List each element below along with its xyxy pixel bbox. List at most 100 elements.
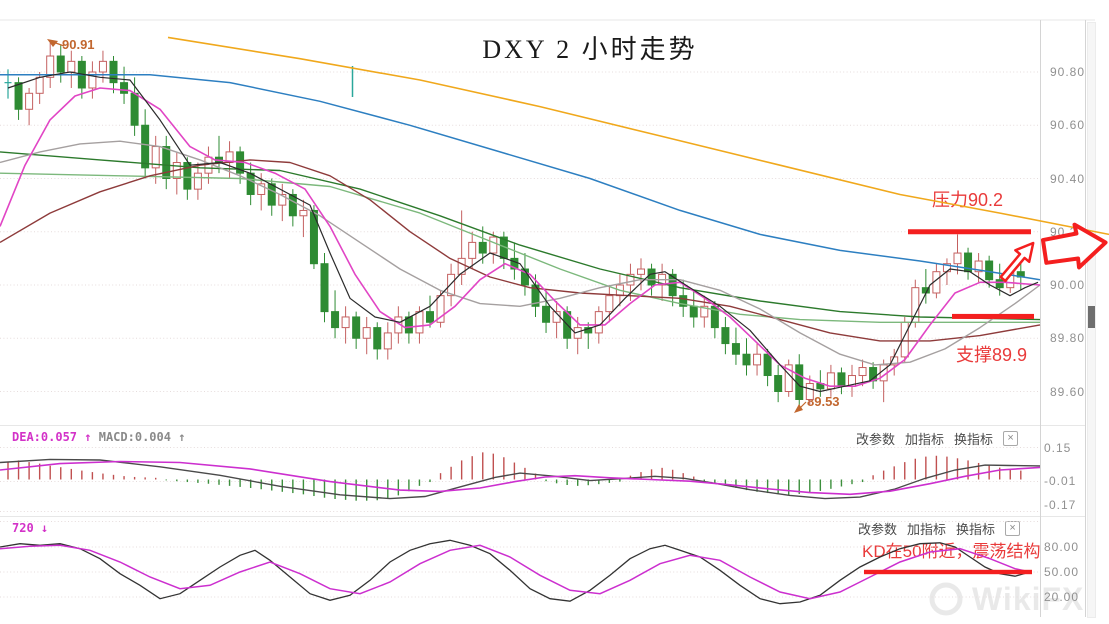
candle-bull [974,260,983,273]
candle-bull [615,284,624,297]
ma-blue [0,73,1041,281]
macd-switch-indicator-button[interactable]: 换指标 [954,432,994,447]
candle-bull [25,92,34,110]
macd-change-params-button[interactable]: 改参数 [856,432,896,447]
candle-bear [183,162,192,190]
candle-bear [668,273,677,297]
candle-bull [890,356,899,366]
candle-bear [236,151,245,174]
candle-bull [394,316,403,334]
axis-label: 90.60 [1050,118,1086,133]
scrollbar-thumb[interactable] [1088,306,1095,328]
candle-bull [953,252,962,265]
candle-bear [520,268,529,286]
candle-bear [109,60,118,84]
candle-bear [288,193,297,217]
low-arrow-icon [794,404,803,413]
dea-up-arrow-icon: ↑ [84,430,92,444]
candle-bear [837,372,846,387]
candle-bear [320,263,329,313]
kd-close-button[interactable]: × [1005,521,1021,536]
candle-bull [151,146,160,169]
candle-bull [362,327,371,339]
kd-legend: 720 ↓ [12,521,48,535]
candle-bull [626,273,635,286]
candle-bull [942,263,951,273]
ma-dark-green [0,151,1041,321]
support-annotation: 支撑89.9 [956,345,1028,365]
axis-label: 80.00 [1044,540,1080,554]
macd-histogram [7,452,1022,501]
axis-label: 89.80 [1050,331,1086,346]
macd-line [0,458,1041,500]
up-right-arrow-icon [999,241,1035,283]
candle-bear [742,353,751,366]
candle-bull [257,183,266,195]
candle-bull [299,209,308,217]
kd-add-indicator-button[interactable]: 加指标 [907,522,947,537]
candle-bull [932,271,941,294]
macd-value-label: MACD:0.004 [98,430,171,444]
candle-bear [404,316,413,334]
axis-label: 0.15 [1044,441,1072,455]
candle-bear [921,287,930,294]
kd-down-arrow-icon: ↓ [40,521,49,535]
candle-bear [426,311,434,323]
candle-bull [457,257,466,275]
candle-bull [573,327,582,339]
dea-line [0,460,1041,496]
candle-bull [67,60,76,73]
scrollbar-track[interactable] [1087,22,1096,618]
candle-bear [542,305,551,323]
candle-bull [278,193,287,206]
candle-bull [848,375,856,387]
candle-bull [594,311,603,334]
kd-switch-indicator-button[interactable]: 换指标 [956,522,996,537]
candle-bull [468,241,477,259]
candle-bull [784,364,793,392]
candle-bear [331,311,340,329]
candle-bear [689,305,698,318]
kd-change-params-button[interactable]: 改参数 [858,522,898,537]
candle-bull [753,353,762,366]
candle-bear [56,55,65,73]
axis-label: 89.60 [1050,384,1086,399]
candle-bear [710,305,719,329]
ma-maroon [0,159,1041,342]
candle-bear [352,316,361,339]
candle-bear [869,367,878,382]
candle-bull [172,162,181,179]
candle-bull [1006,271,1015,289]
ma-black [7,71,1039,393]
axis-label: -0.17 [1044,498,1077,512]
candle-bull [900,321,909,358]
candle-bull [341,316,350,329]
candle-bull [879,364,888,382]
axis-label: 90.40 [1050,171,1086,186]
macd-toolbar: 改参数 加指标 换指标 × [856,429,1019,448]
candle-bear [816,383,825,390]
candle-bear [763,353,772,377]
macd-add-indicator-button[interactable]: 加指标 [905,432,945,447]
candle-bear [478,241,487,254]
candle-bear [995,279,1004,289]
support-line [952,313,1034,319]
axis-label: 20.00 [1044,590,1080,604]
candle-bear [373,327,382,350]
candle-bear [985,260,994,281]
axis-label: 90.20 [1050,224,1086,239]
candle-bull [700,305,709,318]
candle-bear [141,124,150,169]
watermark-logo-icon [929,582,963,616]
candle-bull [193,172,202,190]
candle-bull [46,55,55,78]
candle-bear [795,364,804,400]
candle-bear [964,252,973,273]
macd-close-button[interactable]: × [1003,431,1019,446]
candle-bear [731,343,740,355]
page-title: DXY 2 小时走势 [482,35,698,64]
point-callouts [47,39,807,413]
candle-bull [637,268,645,275]
candle-bull [383,332,392,350]
